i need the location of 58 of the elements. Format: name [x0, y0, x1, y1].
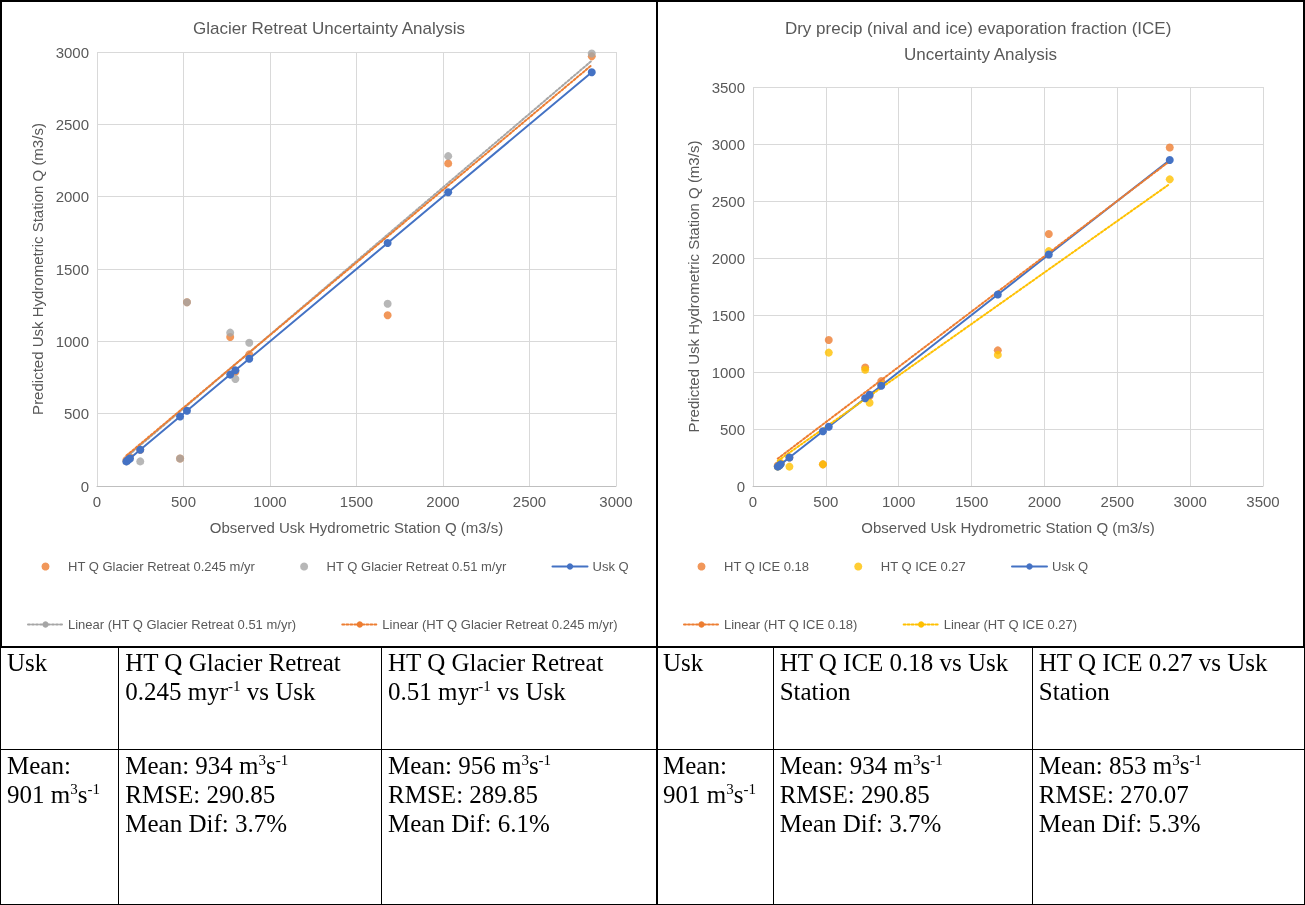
- legend-label: HT Q Glacier Retreat 0.51 m/yr: [326, 559, 507, 574]
- x-tick-label: 0: [748, 493, 758, 510]
- category-label: HT Q ICE 0.27 vs Usk Station: [1032, 646, 1305, 750]
- y-tick-label: 500: [63, 405, 89, 423]
- y-tick-label: 500: [719, 420, 745, 438]
- x-tick-label: 1500: [339, 493, 374, 510]
- legend-label: Linear (HT Q Glacier Retreat 0.245 m/yr): [382, 617, 618, 632]
- x-tick-label: 2000: [1027, 493, 1062, 510]
- category-label: HT Q Glacier Retreat 0.51 myr$^{-1}$ vs Usk: [381, 646, 658, 750]
- chart-title: Glacier Retreat Uncertainty Analysis: [192, 18, 466, 38]
- x-tick-label: 1000: [882, 493, 916, 510]
- x-tick-label: 0: [92, 493, 102, 510]
- text: Mean: 853 m$^{3}$s$^{-1}$ RMSE: 270.07 Mean Dif: 5.3%: [1032, 749, 1305, 905]
- y-tick-label: 2500: [711, 192, 745, 210]
- y-axis-title: Predicted Usk Hydrometric Station Q (m3/s): [28, 123, 46, 415]
- y-tick-label: 0: [80, 477, 89, 495]
- x-tick-label: 2500: [1100, 493, 1134, 510]
- legend-label: Linear (HT Q ICE 0.18): [724, 617, 858, 632]
- x-tick-label: 2500: [512, 493, 547, 510]
- y-tick-label: 1500: [55, 260, 89, 278]
- category-label: Usk: [0, 646, 119, 750]
- x-tick-label: 1000: [253, 493, 287, 510]
- legend-label: HT Q Glacier Retreat 0.245 m/yr: [68, 559, 256, 574]
- text: Mean: 934 m$^{3}$s$^{-1}$ RMSE: 290.85 Mean Dif: 3.7%: [118, 749, 382, 905]
- x-tick-label: 3000: [599, 493, 633, 510]
- legend-label: Linear (HT Q ICE 0.27): [943, 617, 1078, 632]
- chart-title: Dry precip (nival and ice) evaporation fraction (ICE) Uncertainty Analysis: [784, 18, 1177, 64]
- legend-label: Usk Q: [1052, 559, 1089, 574]
- text: Mean: 901 m$^{3}$s$^{-1}$: [656, 749, 774, 905]
- legend-label: HT Q ICE 0.27: [880, 559, 966, 574]
- category-label: Usk: [656, 646, 774, 750]
- x-tick-label: 3000: [1173, 493, 1207, 510]
- y-tick-label: 3000: [711, 135, 745, 153]
- x-tick-label: 1500: [954, 493, 989, 510]
- y-tick-label: 3000: [55, 43, 89, 61]
- y-tick-label: 2000: [711, 249, 745, 267]
- text: Mean: 901 m$^{3}$s$^{-1}$: [0, 749, 119, 905]
- legend-label: Linear (HT Q Glacier Retreat 0.51 m/yr): [68, 617, 297, 632]
- x-tick-label: 2000: [426, 493, 460, 510]
- x-tick-label: 500: [813, 493, 839, 510]
- x-tick-label: 500: [170, 493, 197, 510]
- y-tick-label: 2000: [55, 188, 89, 206]
- text: Mean: 956 m$^{3}$s$^{-1}$ RMSE: 289.85 Mean Dif: 6.1%: [381, 749, 658, 905]
- y-axis-title: Predicted Usk Hydrometric Station Q (m3/s): [684, 140, 702, 433]
- text: Mean: 934 m$^{3}$s$^{-1}$ RMSE: 290.85 Mean Dif: 3.7%: [773, 749, 1033, 905]
- x-axis-title: Observed Usk Hydrometric Station Q (m3/s): [861, 519, 1155, 536]
- x-axis-title: Observed Usk Hydrometric Station Q (m3/s): [209, 519, 504, 536]
- y-tick-label: 3500: [711, 78, 745, 96]
- y-tick-label: 2500: [55, 115, 89, 133]
- x-tick-label: 3500: [1246, 493, 1280, 510]
- legend-label: Usk Q: [592, 559, 629, 574]
- y-tick-label: 0: [736, 477, 745, 495]
- category-label: HT Q Glacier Retreat 0.245 myr$^{-1}$ vs Usk: [118, 646, 382, 750]
- category-label: HT Q ICE 0.18 vs Usk Station: [773, 646, 1033, 750]
- legend-label: HT Q ICE 0.18: [724, 559, 810, 574]
- y-tick-label: 1500: [711, 306, 745, 324]
- y-tick-label: 1000: [711, 363, 745, 381]
- y-tick-label: 1000: [55, 332, 89, 350]
